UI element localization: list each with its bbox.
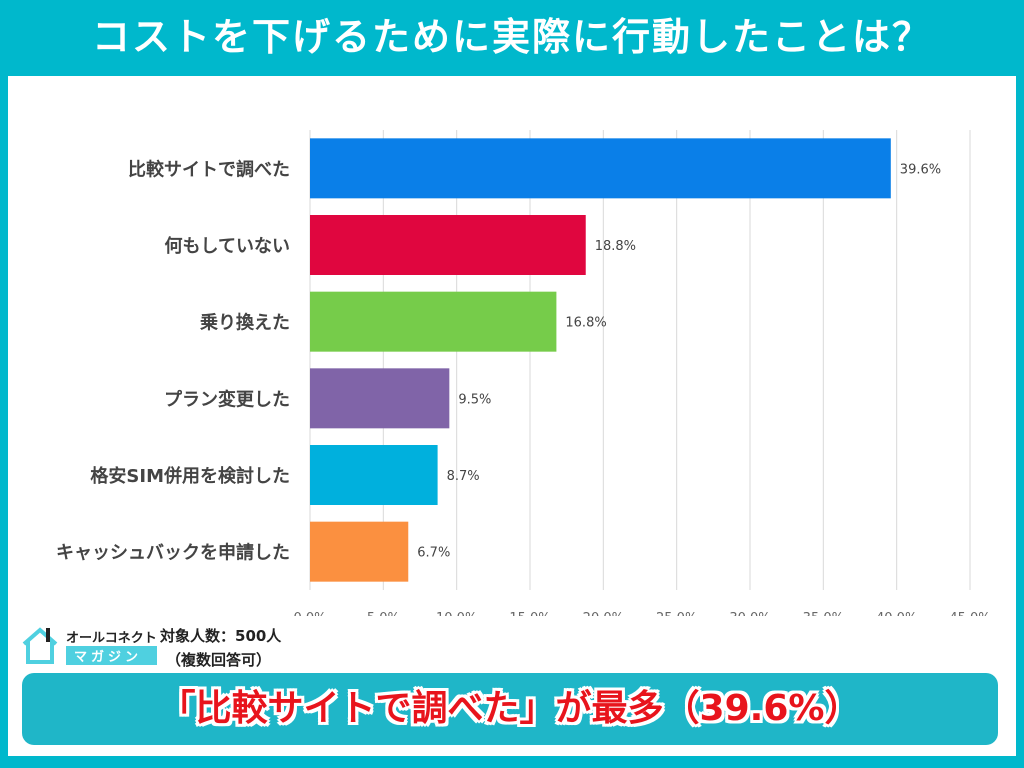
page-title: コストを下げるために実際に行動したことは？ <box>91 15 932 59</box>
data-label: 8.7% <box>447 469 480 484</box>
summary-banner: 「比較サイトで調べた」が最多（39.6%） <box>22 673 998 745</box>
bar <box>310 215 586 275</box>
x-tick-label: 40.0% <box>876 611 917 616</box>
bar <box>310 291 557 352</box>
x-tick-label: 0.0% <box>293 611 326 616</box>
category-label: 何もしていない <box>165 235 290 257</box>
respondents-note: 対象人数：500人 （複数回答可） <box>160 624 281 672</box>
data-label: 6.7% <box>417 546 450 561</box>
house-icon <box>22 627 58 664</box>
multiple-answers-note: （複数回答可） <box>166 651 272 669</box>
data-label: 39.6% <box>900 162 941 177</box>
x-tick-label: 15.0% <box>509 611 550 616</box>
category-label: キャッシュバックを申請した <box>56 542 290 564</box>
respondents-count: 対象人数：500人 <box>160 627 282 645</box>
category-label: 乗り換えた <box>200 312 290 334</box>
bar <box>310 521 409 582</box>
chart-panel: 0.0% 5.0% 10.0% 15.0% 20.0% 25.0% 30.0% 35.0% 40… <box>8 76 1016 756</box>
x-tick-label: 10.0% <box>436 611 477 616</box>
data-label: 16.8% <box>565 316 606 331</box>
logo-line2: マガジン <box>66 646 157 665</box>
logo-line1: オールコネクト <box>66 631 157 646</box>
x-tick-label: 30.0% <box>729 611 770 616</box>
x-tick-label: 25.0% <box>656 611 697 616</box>
data-label: 9.5% <box>458 392 491 407</box>
bar <box>310 368 450 429</box>
category-label: プラン変更した <box>164 388 290 410</box>
category-label: 格安SIM併用を検討した <box>90 465 290 487</box>
x-tick-label: 20.0% <box>583 611 624 616</box>
data-label: 18.8% <box>595 239 636 254</box>
category-label: 比較サイトで調べた <box>128 158 290 180</box>
logo: オールコネクト マガジン <box>20 626 157 666</box>
bar <box>310 445 438 505</box>
bar-chart: 0.0% 5.0% 10.0% 15.0% 20.0% 25.0% 30.0% 35.0% 40… <box>56 130 991 616</box>
x-tick-label: 35.0% <box>803 611 844 616</box>
x-tick-label: 45.0% <box>949 611 990 616</box>
x-tick-label: 5.0% <box>367 611 400 616</box>
bar <box>310 138 891 199</box>
